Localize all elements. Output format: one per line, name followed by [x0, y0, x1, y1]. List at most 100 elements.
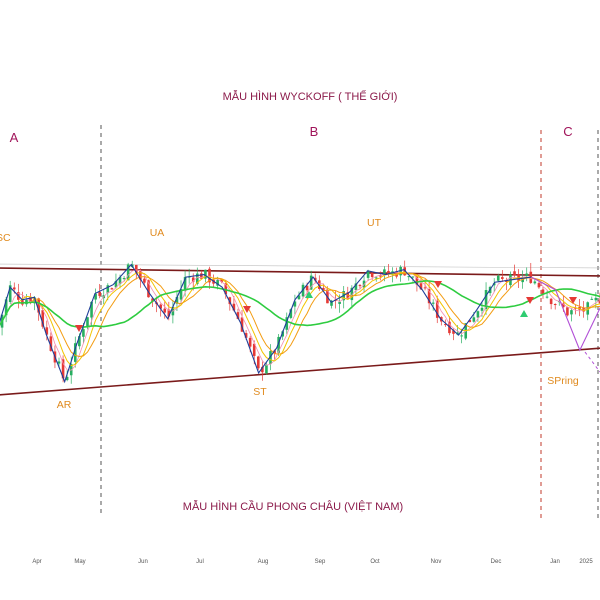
- candle-body: [330, 300, 333, 306]
- candle-body: [281, 331, 284, 337]
- candle-body: [277, 336, 280, 353]
- candle-body: [480, 307, 484, 311]
- candle-body: [191, 277, 195, 282]
- sell-marker: [243, 306, 251, 313]
- candle-body: [183, 276, 187, 290]
- x-tick-label: Apr: [32, 559, 41, 565]
- event-label-ua: UA: [150, 227, 165, 239]
- candle-body: [33, 297, 36, 304]
- signal-markers: [75, 281, 577, 332]
- candle-body: [147, 280, 150, 298]
- candle-body: [57, 361, 61, 364]
- candle-body: [505, 280, 508, 282]
- candle-body: [143, 278, 146, 283]
- candle-body: [533, 281, 537, 284]
- candle-body: [566, 307, 569, 316]
- candle-body: [484, 290, 488, 310]
- candle-body: [496, 275, 500, 281]
- candle-body: [114, 281, 118, 288]
- ma-line-yellow: [0, 271, 600, 367]
- phase-label-a: A: [10, 130, 19, 145]
- support-line: [0, 347, 600, 396]
- candle-body: [435, 300, 439, 318]
- x-tick-label: Dec: [491, 559, 502, 565]
- candle-body: [537, 283, 541, 288]
- candle-body: [244, 333, 248, 338]
- phase-label-b: B: [310, 124, 319, 139]
- zigzag-lines: [0, 263, 600, 384]
- candle-body: [61, 359, 65, 379]
- candle-body: [383, 269, 386, 275]
- buy-marker: [305, 291, 313, 298]
- candle-body: [594, 297, 598, 301]
- candle-body: [224, 283, 228, 295]
- candle-body: [45, 327, 49, 335]
- candle-body: [468, 320, 472, 323]
- candle-body: [78, 336, 81, 347]
- candle-body: [236, 312, 240, 319]
- event-label-sc: SC: [0, 232, 11, 244]
- candle-body: [37, 298, 40, 313]
- event-label-st: ST: [253, 386, 267, 398]
- candle-body: [73, 343, 77, 362]
- ma-line-green: [0, 280, 600, 328]
- candle-body: [12, 287, 16, 290]
- candle-body: [220, 279, 223, 282]
- candle-body: [374, 277, 378, 279]
- candle-body: [305, 285, 309, 291]
- candle-body: [525, 273, 529, 276]
- candle-body: [549, 298, 553, 305]
- candle-body: [122, 278, 126, 280]
- candle-body: [228, 297, 232, 305]
- candle-body: [4, 299, 8, 316]
- sell-marker: [526, 297, 534, 304]
- candle-body: [358, 285, 362, 287]
- trading-range-channel: [0, 263, 600, 396]
- candle-body: [427, 289, 431, 304]
- candle-body: [582, 307, 585, 312]
- x-tick-label: Jan: [550, 559, 560, 565]
- candle-body: [256, 356, 260, 369]
- candle-body: [322, 287, 325, 291]
- candle-body: [82, 329, 85, 337]
- candle-body: [562, 303, 565, 308]
- candle-body: [431, 302, 435, 304]
- candle-body: [407, 276, 411, 278]
- x-tick-label: Aug: [258, 559, 269, 565]
- candle-body: [240, 317, 244, 332]
- candle-body: [444, 324, 447, 326]
- candle-body: [297, 295, 301, 300]
- candle-body: [293, 301, 297, 307]
- sell-marker: [434, 281, 442, 288]
- candle-body: [134, 264, 138, 273]
- candle-body: [110, 288, 114, 290]
- candle-body: [350, 287, 354, 301]
- candlestick-series: [0, 260, 600, 384]
- x-tick-label: Jun: [138, 559, 148, 565]
- candle-body: [216, 279, 219, 286]
- candle-body: [541, 289, 545, 295]
- candle-body: [269, 351, 272, 365]
- sell-marker: [569, 297, 577, 304]
- candle-body: [501, 277, 504, 279]
- candle-body: [553, 304, 557, 306]
- candle-body: [98, 291, 101, 296]
- x-tick-label: Jul: [196, 559, 204, 565]
- spring-zigzag-line: [531, 276, 600, 352]
- candle-body: [86, 317, 89, 327]
- candle-body: [338, 301, 341, 304]
- candle-body: [460, 335, 463, 337]
- candle-body: [452, 330, 455, 334]
- candle-body: [175, 296, 179, 304]
- candle-body: [309, 275, 313, 290]
- candle-body: [301, 284, 305, 297]
- candle-body: [419, 283, 423, 290]
- resistance-line: [0, 267, 600, 277]
- event-label-spring: SPring: [547, 375, 579, 387]
- x-axis-ticks: Apr May Jun Jul Aug Sep Oct Nov Dec Jan 2025: [32, 559, 593, 565]
- candle-body: [41, 310, 45, 327]
- candle-body: [248, 337, 252, 347]
- candle-body: [423, 287, 427, 289]
- candle-body: [106, 285, 110, 293]
